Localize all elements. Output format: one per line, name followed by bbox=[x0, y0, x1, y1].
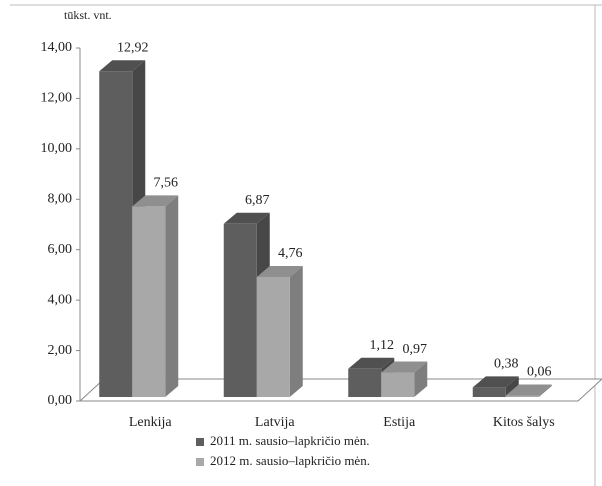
bar bbox=[381, 372, 415, 397]
value-label: 0,38 bbox=[494, 357, 519, 372]
bar-top bbox=[132, 195, 179, 207]
x-tick-label: Lenkija bbox=[129, 415, 173, 430]
value-label: 4,76 bbox=[278, 246, 303, 261]
legend-label: 2011 m. sausio–lapkričio mėn. bbox=[210, 433, 369, 448]
legend-swatch bbox=[196, 458, 204, 466]
bar-top bbox=[472, 376, 519, 388]
bar bbox=[348, 368, 382, 397]
x-tick-label: Estija bbox=[383, 415, 416, 430]
floor bbox=[78, 378, 602, 402]
value-label: 7,56 bbox=[154, 176, 179, 191]
legend-swatch bbox=[196, 438, 204, 446]
y-tick-label: 6,00 bbox=[48, 242, 73, 257]
bar bbox=[99, 71, 133, 397]
bar-top bbox=[99, 60, 146, 72]
bar-side bbox=[414, 361, 428, 397]
y-tick-label: 0,00 bbox=[48, 393, 73, 408]
legend-label: 2012 m. sausio–lapkričio mėn. bbox=[210, 453, 370, 468]
bar bbox=[132, 206, 166, 397]
value-label: 1,12 bbox=[370, 338, 395, 353]
value-label: 0,97 bbox=[403, 342, 428, 357]
bar bbox=[223, 223, 257, 397]
value-label: 0,06 bbox=[527, 365, 552, 380]
y-tick-label: 4,00 bbox=[48, 292, 73, 307]
bar-top bbox=[348, 357, 395, 369]
y-tick-label: 10,00 bbox=[41, 141, 73, 156]
bar-top bbox=[223, 212, 270, 224]
y-tick-label: 12,00 bbox=[41, 91, 73, 106]
bar bbox=[256, 276, 290, 397]
bar-side bbox=[289, 265, 303, 397]
y-tick-label: 8,00 bbox=[48, 192, 73, 207]
value-label: 6,87 bbox=[245, 193, 270, 208]
value-label: 12,92 bbox=[117, 40, 149, 55]
bar-top bbox=[505, 384, 552, 396]
bar-side bbox=[165, 195, 179, 397]
bar-side bbox=[538, 384, 552, 397]
bar-top bbox=[256, 265, 303, 277]
x-tick-label: Latvija bbox=[255, 415, 295, 430]
y-tick-label: 2,00 bbox=[48, 343, 73, 358]
y-axis-label: tūkst. vnt. bbox=[64, 8, 112, 22]
bar bbox=[472, 387, 506, 397]
bar-side bbox=[505, 376, 519, 397]
bar bbox=[505, 395, 539, 397]
bar-top bbox=[381, 361, 428, 373]
x-tick-label: Kitos šalys bbox=[493, 415, 555, 430]
y-tick-label: 14,00 bbox=[41, 40, 73, 55]
